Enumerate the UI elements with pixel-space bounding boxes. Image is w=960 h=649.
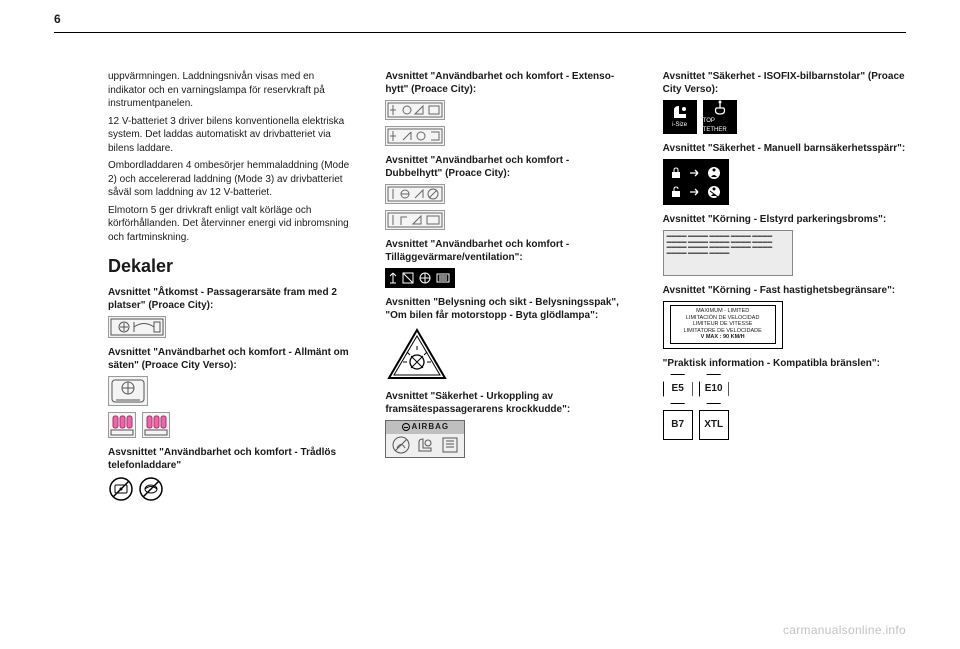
- parking-brake-icon: ▬▬▬▬ ▬▬▬▬ ▬▬▬▬ ▬▬▬▬ ▬▬▬▬ ▬▬▬▬ ▬▬▬▬ ▬▬▬▬ …: [663, 230, 793, 276]
- figure-fuels-row2: B7 XTL: [663, 410, 906, 440]
- figure-child-lock: [663, 159, 906, 205]
- body-text: Elmotorn 5 ger drivkraft enligt valt kör…: [108, 204, 351, 245]
- airbag-title: AIRBAG: [386, 421, 464, 434]
- speedlim-line: LIMITEUR DE VITESSE: [673, 321, 773, 328]
- figure-airbag: AIRBAG: [385, 420, 628, 458]
- figure-parking-brake: ▬▬▬▬ ▬▬▬▬ ▬▬▬▬ ▬▬▬▬ ▬▬▬▬ ▬▬▬▬ ▬▬▬▬ ▬▬▬▬ …: [663, 230, 906, 276]
- top-tether-label: TOP TETHER: [703, 117, 737, 133]
- page: 6 uppvärmningen. Laddningsnivån visas me…: [0, 0, 960, 649]
- airbag-pictograms: [386, 434, 464, 457]
- airbag-text: AIRBAG: [412, 422, 450, 431]
- page-number: 6: [54, 12, 61, 26]
- section-label: Avsnitten "Belysning och sikt - Belysnin…: [385, 296, 628, 322]
- column-3: Avsnittet "Säkerhet - ISOFIX-bilbarnstol…: [663, 70, 906, 629]
- section-label: Avsnittet "Användbarhet och komfort - Du…: [385, 154, 628, 180]
- extenso-a-icon: [385, 100, 445, 120]
- heater-icon: [385, 268, 455, 288]
- figure-seats-layout: [108, 412, 351, 438]
- top-rule: [54, 32, 906, 33]
- figure-isofix: i-Size TOP TETHER: [663, 100, 906, 134]
- columns: uppvärmningen. Laddningsnivån visas med …: [108, 70, 906, 629]
- section-label: Avsnittet "Åtkomst - Passagerarsäte fram…: [108, 286, 351, 312]
- speedlim-line: MAXIMUM - LIMITED: [673, 308, 773, 315]
- section-label: "Praktisk information - Kompatibla bräns…: [663, 357, 906, 370]
- seat-layout-b-icon: [142, 412, 170, 438]
- section-label: Asvsnittet "Användbarhet och komfort - T…: [108, 446, 351, 472]
- fuel-xtl-icon: XTL: [699, 410, 729, 440]
- section-label: Avsnittet "Körning - Elstyrd parkeringsb…: [663, 213, 906, 226]
- figure-dubbelhytt-b: [385, 210, 628, 230]
- figure-seats-general: [108, 376, 351, 406]
- dubbelhytt-b-icon: [385, 210, 445, 230]
- bulb-triangle-icon: [385, 326, 449, 382]
- body-text: Ombordladdaren 4 ombesörjer hemmaladdnin…: [108, 159, 351, 200]
- figure-wireless-charger: [108, 476, 351, 502]
- body-text: uppvärmningen. Laddningsnivån visas med …: [108, 70, 351, 111]
- section-label: Avsnittet "Användbarhet och komfort - Ex…: [385, 70, 628, 96]
- speedlim-line: V MAX : 90 KM/H: [673, 334, 773, 341]
- column-2: Avsnittet "Användbarhet och komfort - Ex…: [385, 70, 628, 629]
- airbag-label-icon: AIRBAG: [385, 420, 465, 458]
- top-tether-icon: TOP TETHER: [703, 100, 737, 134]
- figure-dubbelhytt-a: [385, 184, 628, 204]
- fuel-b7-icon: B7: [663, 410, 693, 440]
- speedlim-line: LIMITATORE DE VELOCIDADE: [673, 328, 773, 335]
- section-label: Avsnittet "Körning - Fast hastighetsbegr…: [663, 284, 906, 297]
- speed-limiter-icon: MAXIMUM - LIMITED LIMITACIÓN DE VELOCIDA…: [663, 301, 783, 349]
- section-label: Avsnittet "Användbarhet och komfort - Ti…: [385, 238, 628, 264]
- fuel-e5-icon: E5: [663, 374, 693, 404]
- seat-layout-a-icon: [108, 412, 136, 438]
- section-label: Avsnittet "Säkerhet - Urkoppling av fram…: [385, 390, 628, 416]
- no-metal-icon: [108, 476, 168, 502]
- figure-fuels-row1: E5 E10: [663, 374, 906, 404]
- isize-label: i-Size: [672, 121, 687, 129]
- heading-dekaler: Dekaler: [108, 254, 351, 278]
- fuel-e10-icon: E10: [699, 374, 729, 404]
- column-1: uppvärmningen. Laddningsnivån visas med …: [108, 70, 351, 629]
- figure-extenso-b: [385, 126, 628, 146]
- speedlim-line: LIMITACIÓN DE VELOCIDAD: [673, 315, 773, 322]
- figure-heater: [385, 268, 628, 288]
- child-lock-icon: [663, 159, 729, 205]
- isize-icon: i-Size: [663, 100, 697, 134]
- figure-speed-limiter: MAXIMUM - LIMITED LIMITACIÓN DE VELOCIDA…: [663, 301, 906, 349]
- extenso-b-icon: [385, 126, 445, 146]
- seats-icon: [108, 376, 148, 406]
- dubbelhytt-a-icon: [385, 184, 445, 204]
- figure-bulb-warning: [385, 326, 628, 382]
- body-text: 12 V-batteriet 3 driver bilens konventio…: [108, 115, 351, 156]
- figure-seat-access: [108, 316, 351, 338]
- section-label: Avsnittet "Användbarhet och komfort - Al…: [108, 346, 351, 372]
- section-label: Avsnittet "Säkerhet - Manuell barnsäkerh…: [663, 142, 906, 155]
- seat-access-icon: [108, 316, 166, 338]
- figure-extenso-a: [385, 100, 628, 120]
- watermark: carmanualsonline.info: [783, 623, 906, 637]
- section-label: Avsnittet "Säkerhet - ISOFIX-bilbarnstol…: [663, 70, 906, 96]
